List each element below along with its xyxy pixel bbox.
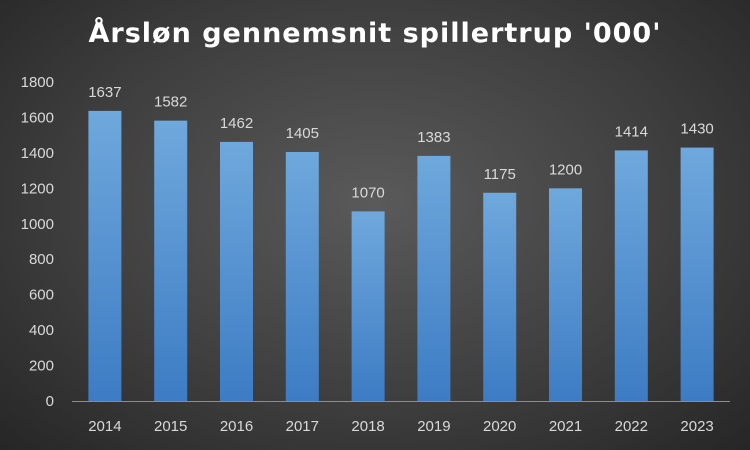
x-tick-label: 2018 [351,418,384,435]
x-tick-label: 2020 [483,418,516,435]
bar-2016 [220,141,253,401]
y-tick-label: 200 [29,358,54,375]
x-tick-label: 2019 [417,418,450,435]
bar-2015 [154,120,188,401]
y-axis: 0 200 400 600 800 1000 1200 1400 1600 1800 [21,74,54,410]
x-tick-label: 2015 [154,418,187,435]
data-label-2016: 1462 [220,115,253,132]
data-label-2017: 1405 [286,125,319,142]
bar-2020 [483,192,517,401]
data-label-2014: 1637 [88,84,121,101]
x-tick-label: 2023 [680,418,713,435]
y-tick-label: 400 [29,322,54,339]
x-tick-label: 2022 [615,418,648,435]
bar-2014 [88,110,122,402]
bar-2018 [351,211,385,401]
data-label-2015: 1582 [154,94,187,111]
bars-group: 1637 1582 1462 1405 1070 1383 1175 1200 1414 1430 [88,84,714,402]
y-tick-label: 1200 [21,180,54,197]
y-tick-label: 1400 [21,145,54,162]
bar-2019 [417,155,451,401]
y-tick-label: 0 [46,393,54,410]
data-label-2022: 1414 [615,123,648,140]
x-axis: 2014 2015 2016 2017 2018 2019 2020 2021 2022 2023 [72,401,730,435]
bar-2017 [285,152,319,401]
chart-title: Årsløn gennemsnit spillertrup '000' [88,18,662,49]
data-label-2018: 1070 [351,184,384,201]
y-tick-label: 800 [29,251,54,268]
bar-2022 [614,150,648,401]
bar-2021 [549,188,582,401]
x-tick-label: 2017 [286,418,319,435]
x-tick-label: 2021 [549,418,582,435]
data-label-2020: 1175 [484,166,516,183]
data-label-2019: 1383 [417,129,450,146]
x-tick-label: 2016 [220,418,253,435]
y-tick-label: 1600 [21,109,54,126]
data-label-2021: 1200 [549,161,582,178]
y-tick-label: 1000 [21,216,54,233]
bar-2023 [680,147,714,401]
y-tick-label: 1800 [21,74,54,91]
x-tick-label: 2014 [88,418,121,435]
data-label-2023: 1430 [680,121,713,138]
y-tick-label: 600 [29,287,54,304]
